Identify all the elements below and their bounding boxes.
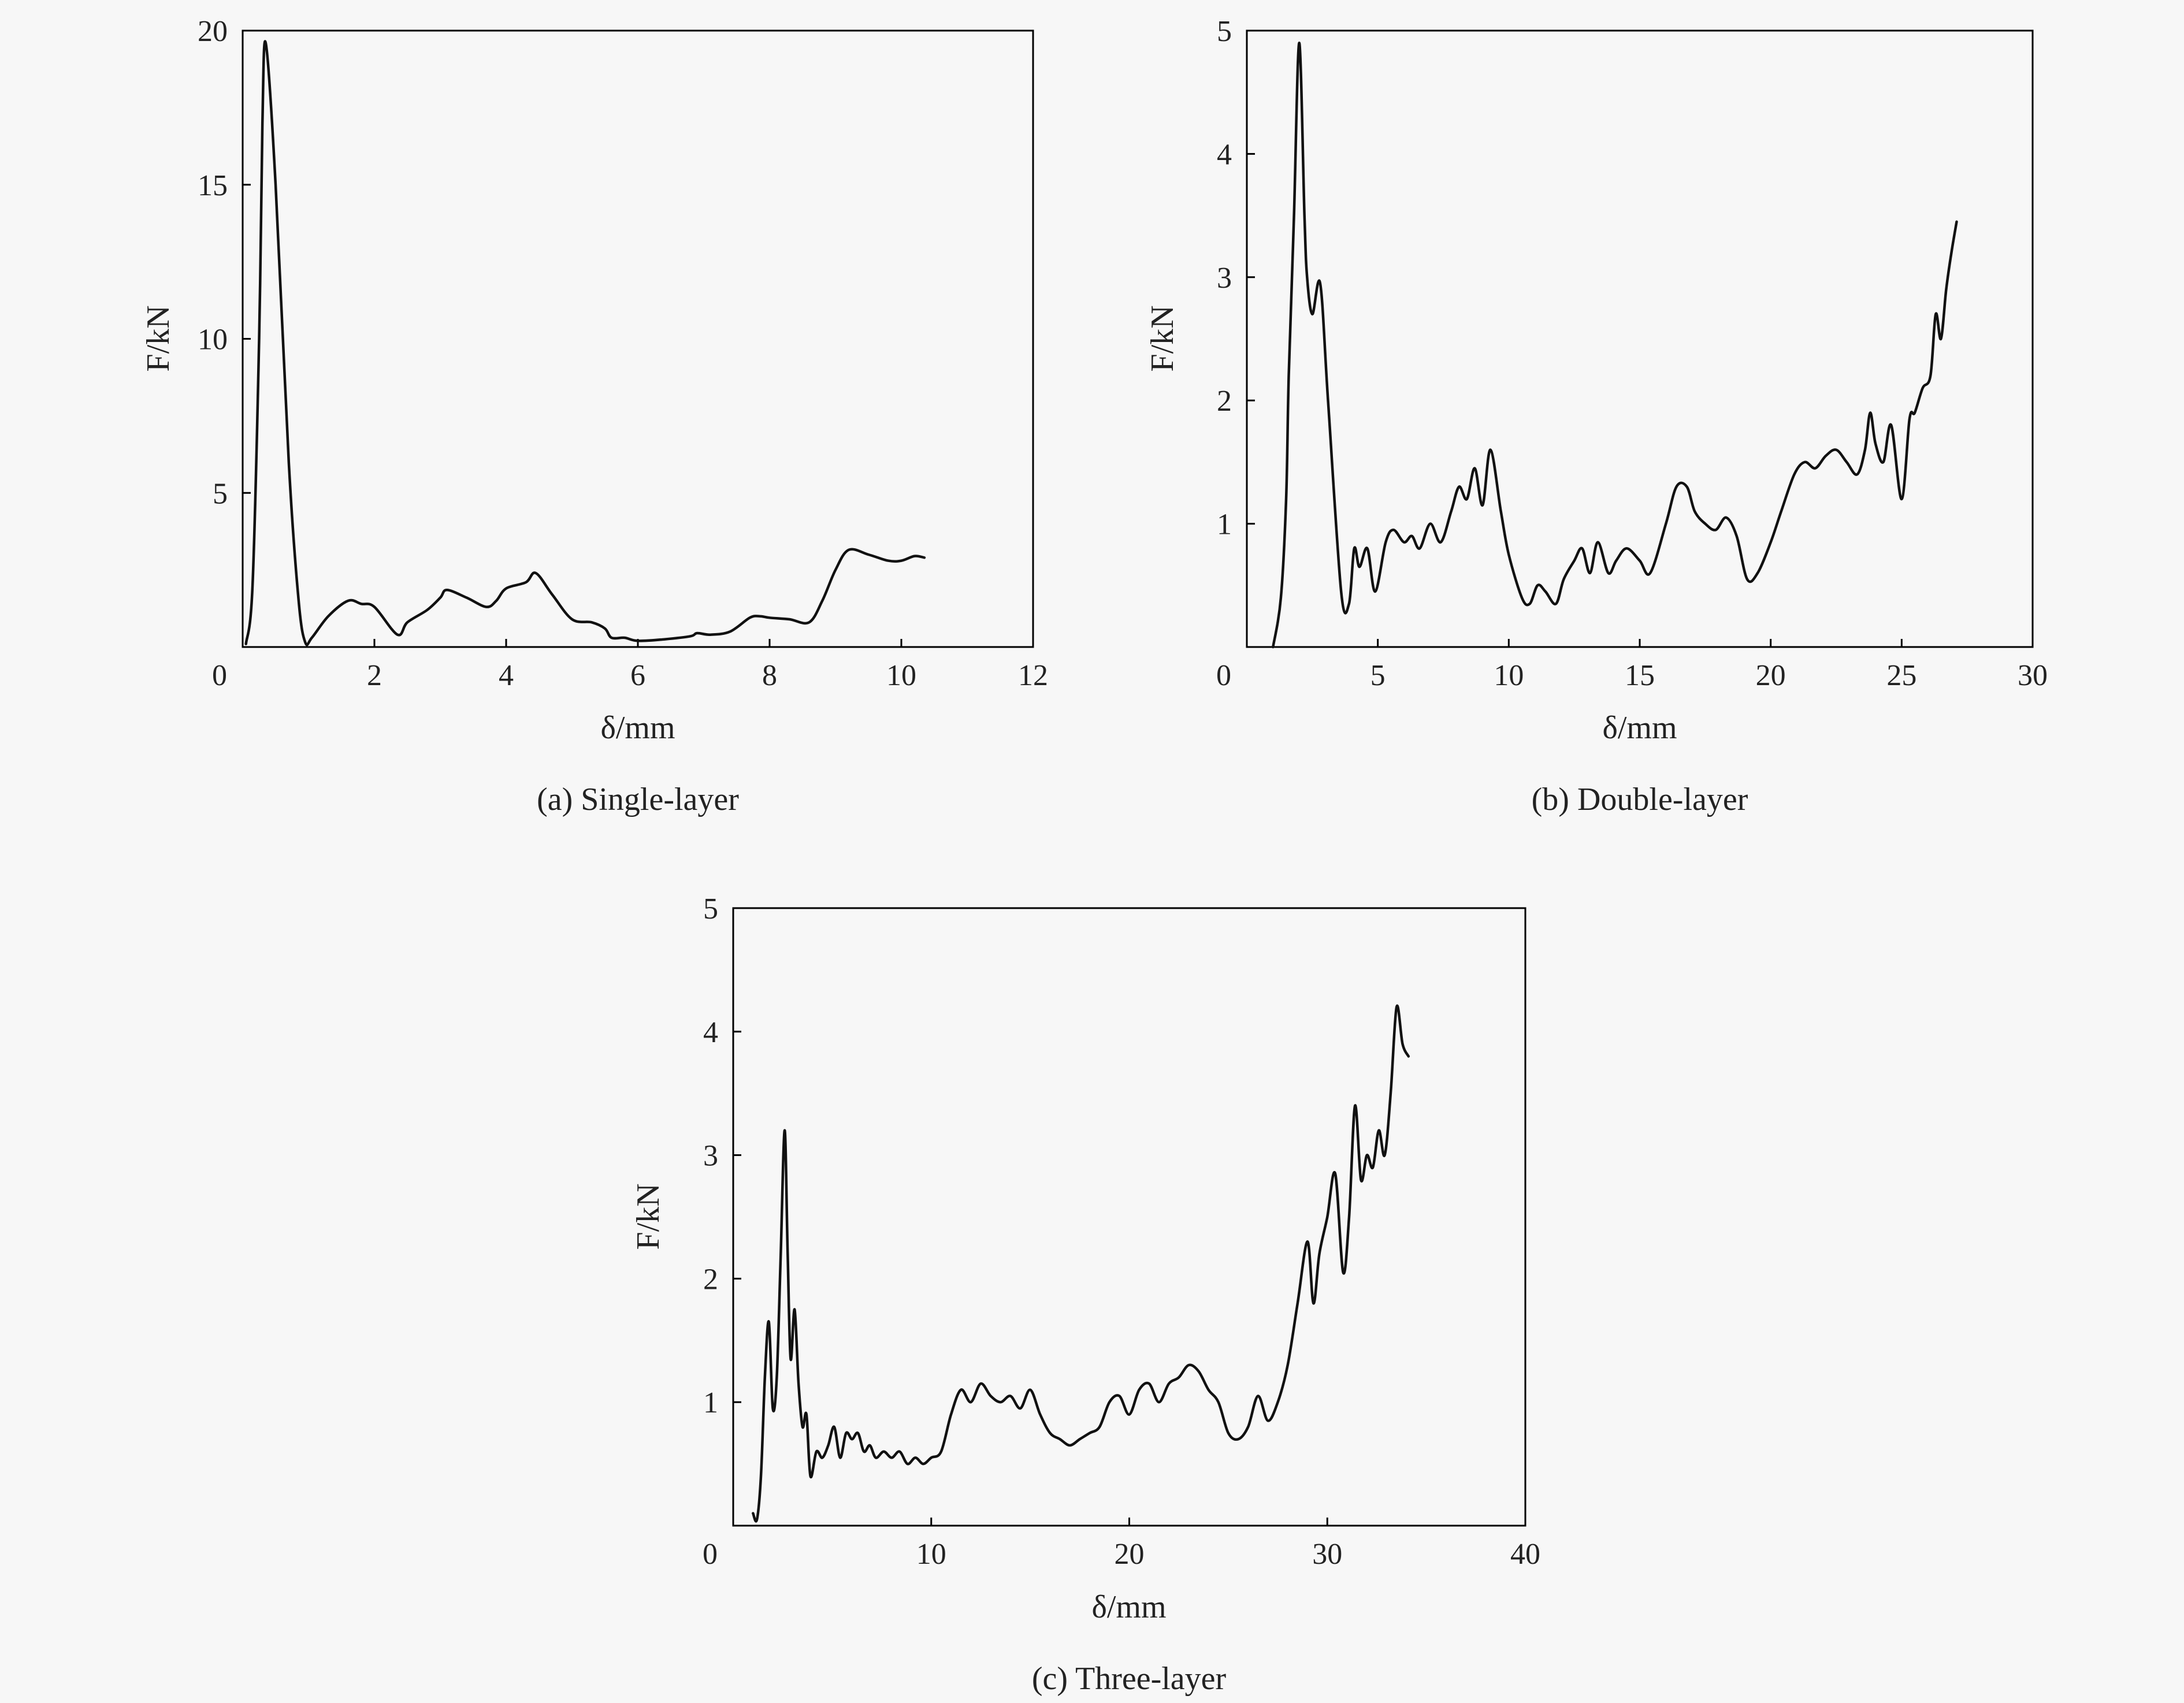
x-tick-label: 5 xyxy=(1370,659,1386,692)
panel-caption: (a) Single-layer xyxy=(537,782,739,817)
x-tick-label: 10 xyxy=(886,659,916,692)
y-tick-label: 5 xyxy=(703,893,718,925)
x-tick-label: 12 xyxy=(1018,659,1048,692)
x-axis-label: δ/mm xyxy=(1602,710,1677,746)
y-tick-label: 3 xyxy=(703,1140,718,1173)
x-axis-label: δ/mm xyxy=(600,710,675,746)
y-tick-label: 2 xyxy=(1217,385,1232,418)
x-tick-label: 0 xyxy=(1216,659,1231,692)
series-line-three-layer xyxy=(752,1004,1410,1523)
series-line-double-layer xyxy=(1272,42,1958,649)
x-tick-label: 6 xyxy=(630,659,645,692)
y-tick-label: 4 xyxy=(703,1016,718,1049)
y-tick-label: 2 xyxy=(703,1263,718,1296)
y-tick-label: 10 xyxy=(198,324,228,356)
series-line-single-layer xyxy=(244,40,926,646)
ticks: 0 2 4 6 8 10 12 5 10 15 20 xyxy=(198,15,1048,692)
panel-b: 0 5 10 15 20 25 30 1 2 3 4 5 δ/mm F/kN (b) Double-l… xyxy=(1145,15,2048,817)
y-tick-label: 15 xyxy=(198,169,228,202)
x-tick-label: 4 xyxy=(499,659,514,692)
x-tick-label: 10 xyxy=(1494,659,1524,692)
y-tick-label: 20 xyxy=(198,15,228,48)
x-tick-label: 0 xyxy=(212,659,227,692)
x-tick-label: 20 xyxy=(1756,659,1786,692)
y-tick-label: 5 xyxy=(213,477,228,510)
x-axis-label: δ/mm xyxy=(1091,1589,1166,1625)
panel-caption: (b) Double-layer xyxy=(1532,782,1748,817)
x-tick-label: 20 xyxy=(1115,1538,1145,1571)
ticks: 0 5 10 15 20 25 30 1 2 3 4 5 xyxy=(1216,15,2048,692)
x-tick-label: 30 xyxy=(1312,1538,1342,1571)
y-tick-label: 4 xyxy=(1217,138,1232,171)
x-tick-label: 40 xyxy=(1510,1538,1540,1571)
panel-a: 0 2 4 6 8 10 12 5 10 15 20 δ/mm F/kN (a) Single-la… xyxy=(140,15,1048,817)
y-axis-label: F/kN xyxy=(1145,305,1180,371)
x-tick-label: 10 xyxy=(916,1538,946,1571)
x-tick-label: 8 xyxy=(762,659,777,692)
y-axis-label: F/kN xyxy=(630,1183,666,1250)
y-tick-label: 3 xyxy=(1217,262,1232,295)
y-tick-label: 5 xyxy=(1217,15,1232,48)
y-tick-label: 1 xyxy=(703,1386,718,1419)
y-tick-label: 1 xyxy=(1217,508,1232,541)
x-tick-label: 25 xyxy=(1886,659,1916,692)
x-tick-label: 0 xyxy=(703,1538,718,1571)
x-tick-label: 2 xyxy=(367,659,382,692)
x-tick-label: 30 xyxy=(2018,659,2048,692)
panel-caption: (c) Three-layer xyxy=(1032,1661,1227,1697)
x-tick-label: 15 xyxy=(1625,659,1655,692)
ticks: 0 10 20 30 40 1 2 3 4 5 xyxy=(703,893,1540,1571)
panel-c: 0 10 20 30 40 1 2 3 4 5 δ/mm F/kN (c) Three-layer xyxy=(630,893,1540,1697)
y-axis-label: F/kN xyxy=(140,305,176,371)
